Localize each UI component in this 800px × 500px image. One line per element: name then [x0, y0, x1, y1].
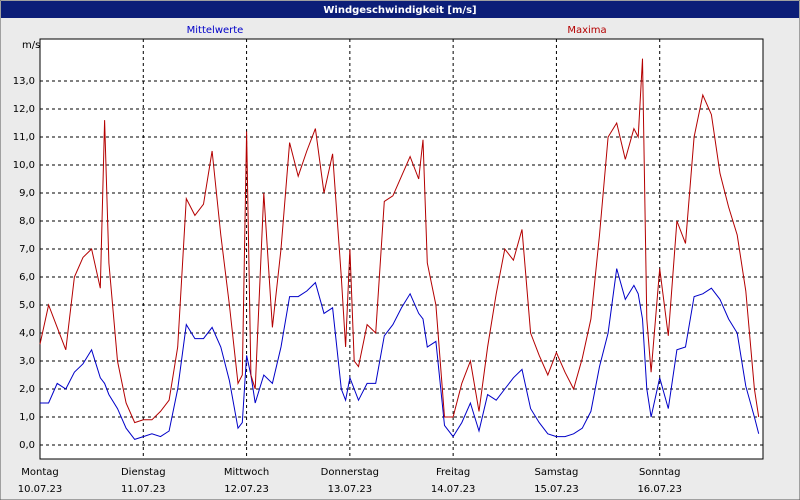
legend-label: Maxima — [567, 25, 606, 36]
y-tick-label: 8,0 — [19, 216, 35, 227]
x-tick-date: 10.07.23 — [18, 484, 63, 495]
series-line — [39, 58, 760, 424]
x-tick-label: Sonntag — [639, 467, 681, 478]
y-tick-label: 13,0 — [13, 76, 35, 87]
series-line — [40, 268, 760, 440]
y-tick-label: 10,0 — [13, 160, 35, 171]
y-tick-label: 2,0 — [19, 384, 35, 395]
y-unit: m/s — [22, 40, 40, 51]
x-tick-date: 11.07.23 — [121, 484, 166, 495]
chart-title: Windgeschwindigkeit [m/s] — [323, 5, 476, 16]
x-tick-label: Freitag — [436, 467, 470, 478]
y-tick-label: 0,0 — [19, 440, 35, 451]
x-tick-label: Montag — [21, 467, 58, 478]
x-tick-date: 14.07.23 — [431, 484, 476, 495]
y-tick-label: 4,0 — [19, 328, 35, 339]
title-bar — [1, 1, 799, 18]
x-tick-label: Mittwoch — [224, 467, 269, 478]
x-tick-label: Donnerstag — [321, 467, 379, 478]
x-tick-date: 16.07.23 — [637, 484, 682, 495]
y-tick-label: 5,0 — [19, 300, 35, 311]
y-tick-label: 7,0 — [19, 244, 35, 255]
y-tick-label: 12,0 — [13, 104, 35, 115]
x-tick-date: 12.07.23 — [224, 484, 269, 495]
legend-label: Mittelwerte — [187, 25, 244, 36]
x-tick-label: Samstag — [535, 467, 579, 478]
x-tick-date: 13.07.23 — [328, 484, 373, 495]
y-tick-label: 1,0 — [19, 412, 35, 423]
y-tick-label: 3,0 — [19, 356, 35, 367]
x-tick-date: 15.07.23 — [534, 484, 579, 495]
x-tick-label: Dienstag — [121, 467, 166, 478]
y-tick-label: 9,0 — [19, 188, 35, 199]
y-tick-label: 6,0 — [19, 272, 35, 283]
y-tick-label: 11,0 — [13, 132, 35, 143]
